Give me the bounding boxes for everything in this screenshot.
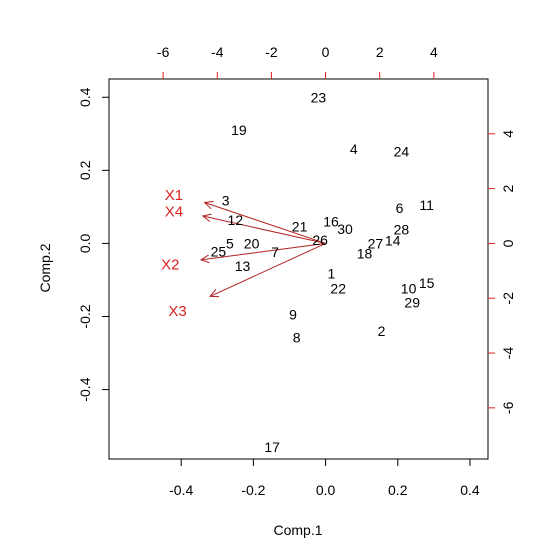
x-axis-label: Comp.1 [273, 522, 322, 538]
point-label-29: 29 [404, 295, 420, 311]
observation-points: 1234567891011121314151617181920212223242… [211, 89, 435, 455]
point-label-8: 8 [293, 330, 301, 346]
point-label-10: 10 [401, 281, 417, 297]
point-label-11: 11 [419, 197, 434, 213]
point-label-6: 6 [396, 200, 404, 216]
point-label-15: 15 [419, 275, 435, 291]
top-tick-label: -6 [157, 44, 170, 60]
point-label-13: 13 [235, 258, 251, 274]
point-label-14: 14 [385, 233, 401, 249]
point-label-25: 25 [211, 243, 227, 259]
x-tick-label: 0.0 [316, 482, 336, 498]
arrowhead-x3 [209, 289, 220, 298]
point-label-30: 30 [337, 221, 353, 237]
top-tick-label: 0 [322, 44, 330, 60]
x-tick-label: -0.4 [169, 482, 193, 498]
y-tick-label: 0.0 [77, 233, 93, 253]
point-label-21: 21 [292, 218, 308, 234]
y-axis-label: Comp.2 [37, 243, 53, 292]
point-label-5: 5 [226, 235, 234, 251]
point-label-22: 22 [330, 280, 346, 296]
arrowhead-x2 [199, 254, 210, 264]
point-label-2: 2 [378, 323, 386, 339]
plot-box [108, 78, 489, 460]
point-label-27: 27 [368, 235, 384, 251]
point-label-23: 23 [311, 89, 327, 105]
axis-ticks: -0.4 -0.2 0.0 0.2 0.4 -0.4 -0.2 0.0 0.2 0.4 -6 -4 -2… [77, 44, 516, 498]
point-label-18: 18 [357, 246, 373, 262]
loading-arrows [199, 200, 326, 298]
loading-arrow-x2 [200, 242, 326, 261]
point-label-24: 24 [394, 143, 410, 159]
y-tick-label: 0.2 [77, 160, 93, 180]
x-tick-label: -0.2 [241, 482, 265, 498]
y-tick-label: 0.4 [77, 87, 93, 107]
point-label-9: 9 [289, 307, 297, 323]
point-label-1: 1 [327, 265, 335, 281]
right-tick-label: -6 [500, 401, 516, 414]
right-tick-label: -4 [500, 347, 516, 360]
point-label-28: 28 [394, 222, 410, 238]
loading-arrow-x1 [204, 202, 326, 244]
variable-label-x4: X4 [165, 203, 183, 220]
top-tick-label: -2 [265, 44, 278, 60]
point-label-17: 17 [264, 439, 280, 455]
top-tick-label: 4 [430, 44, 438, 60]
plot-frame [108, 78, 489, 460]
right-tick-label: -2 [500, 292, 516, 305]
point-label-19: 19 [231, 122, 247, 138]
loading-arrow-x4 [202, 215, 326, 244]
top-tick-label: -4 [211, 44, 224, 60]
point-label-16: 16 [323, 214, 339, 230]
arrowhead-x4 [201, 213, 212, 222]
variable-label-x3: X3 [168, 303, 186, 320]
top-tick-label: 2 [376, 44, 384, 60]
right-tick-label: 0 [500, 239, 516, 247]
loading-arrow-x3 [209, 242, 326, 297]
point-label-26: 26 [312, 232, 328, 248]
x-tick-label: 0.4 [460, 482, 480, 498]
point-label-3: 3 [222, 193, 230, 209]
y-tick-label: -0.4 [77, 377, 93, 401]
point-label-7: 7 [271, 244, 279, 260]
point-label-4: 4 [350, 141, 358, 157]
right-tick-label: 2 [500, 185, 516, 193]
variable-label-x1: X1 [165, 187, 183, 204]
y-tick-label: -0.2 [77, 304, 93, 328]
point-label-12: 12 [228, 212, 244, 228]
point-label-20: 20 [244, 235, 260, 251]
x-tick-label: 0.2 [388, 482, 408, 498]
variable-label-x2: X2 [161, 257, 179, 274]
right-tick-label: 4 [500, 130, 516, 138]
arrowhead-x1 [203, 200, 214, 210]
